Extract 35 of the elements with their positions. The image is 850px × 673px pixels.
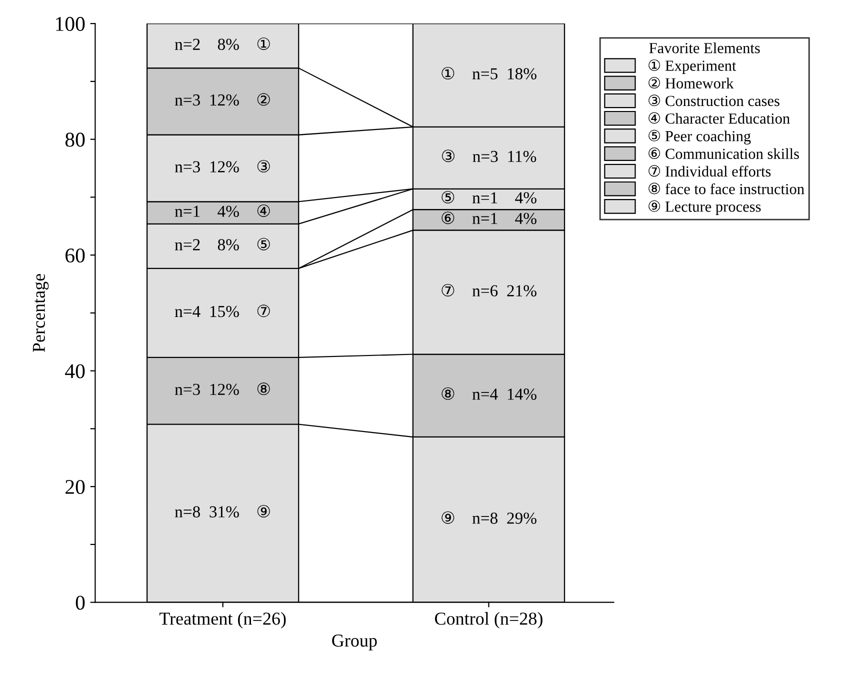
y-tick-label: 100 — [56, 16, 85, 31]
data-label: ⑥ n=1 4% — [442, 212, 536, 224]
legend-label: ① Experiment — [648, 59, 736, 74]
data-label: n=2 8% ① — [174, 38, 270, 50]
y-tick-label: 40 — [65, 364, 85, 378]
x-tick-label: Treatment (n=26) — [159, 612, 286, 628]
y-tick-label: 0 — [76, 596, 85, 610]
x-axis-title: Group — [332, 634, 377, 650]
legend-label: ⑤ Peer coaching — [648, 130, 751, 144]
y-tick-label: 60 — [66, 248, 85, 262]
y-axis-title: Percentage — [32, 274, 49, 352]
legend-label: ③ Construction cases — [648, 94, 780, 106]
data-label: ① n=5 18% — [442, 66, 536, 80]
data-label: ⑧ n=4 14% — [442, 387, 536, 400]
legend-label: ④ Character Education — [648, 112, 790, 124]
data-label: n=3 12% ⑧ — [174, 382, 270, 396]
x-tick-label: Control (n=28) — [434, 612, 542, 628]
data-label: n=8 31% ⑨ — [174, 504, 270, 518]
legend-title: Favorite Elements — [649, 42, 760, 54]
data-label: ③ n=3 11% — [442, 150, 536, 162]
y-tick-label: 80 — [65, 132, 85, 147]
data-label: n=3 12% ② — [174, 93, 270, 106]
data-label: ⑤ n=1 4% — [442, 190, 536, 204]
y-tick-label: 20 — [66, 480, 85, 494]
data-label: ⑦ n=6 21% — [442, 284, 536, 296]
data-label: n=4 15% ⑦ — [174, 304, 270, 318]
data-label: n=1 4% ④ — [174, 204, 270, 218]
legend-label: ② Homework — [648, 77, 734, 88]
legend-label: ⑥ Communication skills — [648, 148, 799, 159]
legend-label: ⑨ Lecture process — [648, 200, 761, 215]
data-label: ⑨ n=8 29% — [442, 511, 536, 524]
data-label: n=3 12% ③ — [174, 160, 270, 172]
data-label: n=2 8% ⑤ — [174, 238, 270, 250]
legend-label: ⑧ face to face instruction — [648, 182, 804, 194]
legend-label: ⑦ Individual efforts — [648, 165, 771, 177]
